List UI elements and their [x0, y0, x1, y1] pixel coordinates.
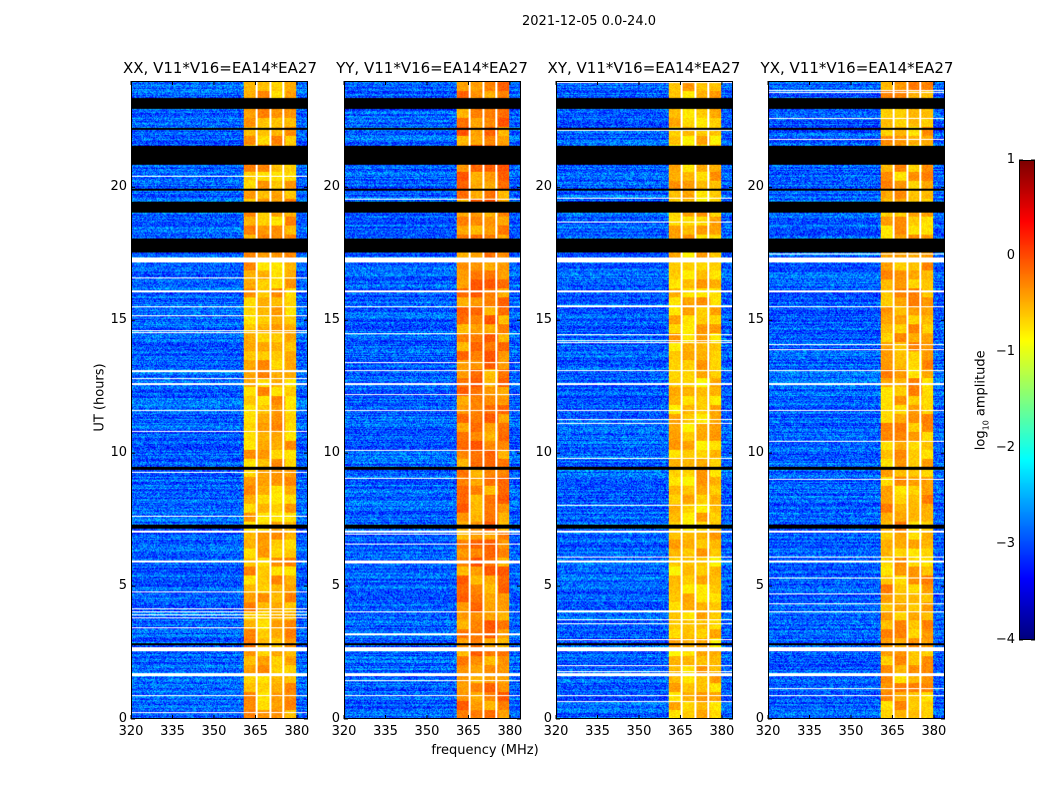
- heatmap-xx: [132, 82, 307, 718]
- heatmap-panel-xy: [556, 81, 733, 719]
- x-tick-label: 335: [160, 724, 185, 739]
- y-tick-label: 10: [747, 445, 764, 461]
- colorbar-label-rest: amplitude: [973, 350, 989, 421]
- y-tick-label: 0: [331, 711, 340, 726]
- colorbar-tick-label: 0: [1006, 248, 1015, 263]
- x-tick-label: 320: [755, 724, 781, 739]
- figure-title: 2021-12-05 0.0-24.0: [522, 14, 656, 29]
- heatmap-panel-xx: [131, 81, 308, 719]
- x-tick-label: 335: [585, 724, 610, 739]
- x-tick-label: 365: [668, 724, 693, 739]
- x-tick-label: 380: [709, 724, 735, 739]
- y-tick-label: 5: [331, 578, 340, 594]
- x-tick-label: 365: [456, 724, 481, 739]
- x-tick-label: 320: [543, 724, 569, 739]
- colorbar-label-log: log: [973, 430, 989, 451]
- colorbar: [1019, 160, 1035, 640]
- x-tick-label: 320: [331, 724, 357, 739]
- colorbar-tick-label: −3: [995, 536, 1015, 551]
- y-tick-label: 20: [323, 179, 340, 195]
- y-tick-label: 20: [747, 179, 764, 195]
- heatmap-yy: [345, 82, 520, 718]
- y-tick-label: 5: [118, 578, 127, 594]
- panel-title-yx: YX, V11*V16=EA14*EA27: [760, 59, 954, 77]
- heatmap-xy: [557, 82, 732, 718]
- y-tick-label: 5: [755, 578, 764, 594]
- panel-title-xy: XY, V11*V16=EA14*EA27: [547, 59, 741, 77]
- y-tick-label: 20: [110, 179, 127, 195]
- y-tick-label: 0: [543, 711, 552, 726]
- heatmap-panel-yy: [344, 81, 521, 719]
- heatmap-yx: [769, 82, 944, 718]
- colorbar-tick-label: −2: [995, 440, 1015, 455]
- y-tick-label: 0: [755, 711, 764, 726]
- heatmap-panel-yx: [768, 81, 945, 719]
- x-tick-label: 350: [414, 724, 440, 739]
- colorbar-label: log10 amplitude: [974, 330, 991, 470]
- colorbar-label-sub: 10: [981, 420, 991, 431]
- colorbar-tick-label: −1: [995, 344, 1015, 359]
- x-tick-label: 320: [118, 724, 144, 739]
- x-tick-label: 380: [497, 724, 523, 739]
- y-tick-label: 10: [535, 445, 552, 461]
- colorbar-tick-label: −4: [995, 632, 1015, 647]
- y-axis-label: UT (hours): [92, 363, 108, 432]
- y-tick-label: 5: [543, 578, 552, 594]
- panel-title-yy: YY, V11*V16=EA14*EA27: [336, 59, 528, 77]
- panel-title-xx: XX, V11*V16=EA14*EA27: [122, 59, 317, 77]
- x-tick-label: 350: [201, 724, 227, 739]
- y-tick-label: 20: [535, 179, 552, 195]
- y-tick-label: 0: [118, 711, 127, 726]
- y-tick-label: 15: [747, 312, 764, 328]
- y-tick-label: 10: [323, 445, 340, 461]
- y-tick-label: 15: [323, 312, 340, 328]
- x-tick-label: 335: [373, 724, 398, 739]
- x-axis-label: frequency (MHz): [431, 743, 539, 758]
- x-tick-label: 350: [626, 724, 652, 739]
- x-tick-label: 380: [284, 724, 310, 739]
- x-tick-label: 350: [838, 724, 864, 739]
- x-tick-label: 365: [880, 724, 905, 739]
- y-tick-label: 15: [110, 312, 127, 328]
- y-tick-label: 10: [110, 445, 127, 461]
- y-tick-label: 15: [535, 312, 552, 328]
- x-tick-label: 365: [243, 724, 268, 739]
- x-tick-label: 380: [921, 724, 947, 739]
- colorbar-gradient: [1020, 161, 1034, 639]
- x-tick-label: 335: [797, 724, 822, 739]
- colorbar-tick-label: 1: [1006, 152, 1015, 167]
